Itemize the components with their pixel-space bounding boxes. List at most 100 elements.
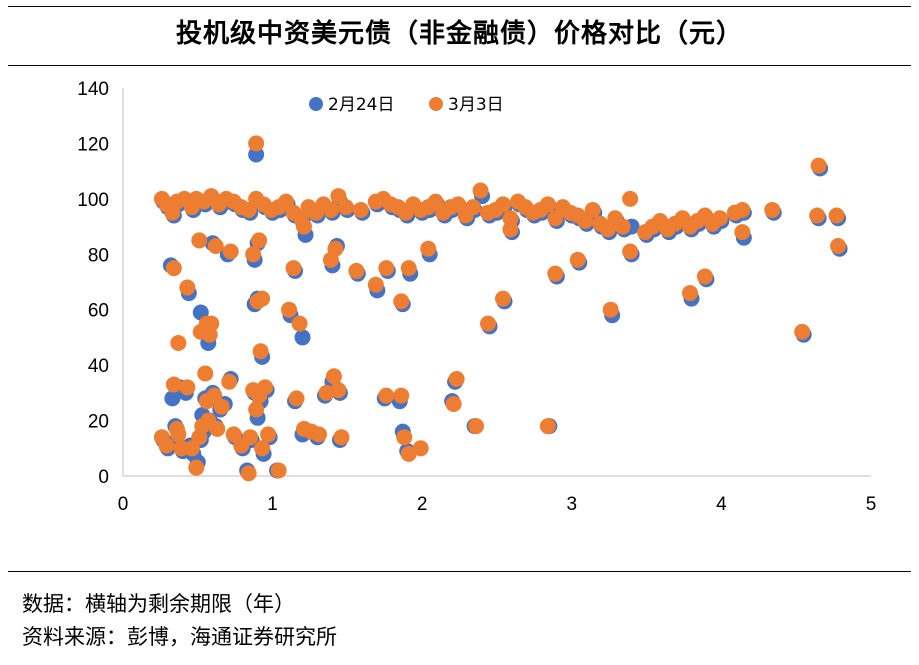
scatter-chart: 0 20 40 60 80 100 120 140 0 1 2 3 4 5 2月24日 3月3日 [77,79,876,515]
data-point [352,201,369,218]
data-point [213,398,230,415]
data-point [165,376,182,393]
data-point [240,465,257,482]
x-tick-label: 2 [417,494,428,515]
title-rule [8,65,911,66]
x-tick-label: 4 [716,494,727,515]
data-point [318,384,335,401]
data-point [393,387,410,404]
y-tick-label: 0 [98,467,109,488]
y-tick-label: 100 [77,190,109,211]
data-point [322,201,339,218]
data-point [188,459,205,476]
x-tick-label: 0 [118,494,129,515]
data-point [378,387,395,404]
data-point [325,368,342,385]
data-point [794,323,811,340]
data-point [480,315,497,332]
data-point [809,207,826,224]
data-point [254,290,271,307]
data-point [203,315,220,332]
chart-marks [153,135,848,482]
data-point [828,207,845,224]
y-tick-label: 140 [77,79,109,100]
data-point [245,246,262,263]
data-point [254,440,271,457]
data-point [614,218,631,235]
x-tick-label: 1 [267,494,278,515]
data-point [294,329,311,346]
y-tick-label: 80 [88,245,109,266]
data-point [502,221,519,238]
data-point [400,445,417,462]
data-point [602,301,619,318]
bottom-rule [8,571,911,572]
legend-label: 3月3日 [448,95,504,115]
data-point [179,379,196,396]
chart-title: 投机级中资美元债（非金融债）价格对比（元） [175,19,743,49]
data-point [191,232,208,249]
source-note: 资料来源：彭博，海通证券研究所 [22,625,337,649]
data-point [393,293,410,310]
data-point [465,199,482,216]
data-point [830,237,847,254]
data-point [333,429,350,446]
data-point [696,268,713,285]
data-point [296,218,313,235]
data-point [367,276,384,293]
data-point [251,232,268,249]
data-point [448,371,465,387]
data-point [170,334,187,351]
series-2 [153,135,847,482]
y-tick-label: 40 [88,356,109,377]
data-point [539,196,556,213]
x-tick-label: 5 [866,494,877,515]
data-point [622,190,639,207]
chart-axes: 0 20 40 60 80 100 120 140 0 1 2 3 4 5 [77,79,876,515]
data-point [221,373,238,390]
data-point [222,243,239,260]
data-point [622,243,639,260]
data-point [257,379,274,396]
data-point [260,426,277,443]
data-point [252,343,269,360]
data-point [445,395,462,412]
top-rule [8,6,911,7]
chart-legend: 2月24日 3月3日 [309,95,504,115]
data-point [547,265,564,282]
y-tick-label: 120 [77,134,109,155]
data-point [165,260,182,277]
data-point [400,260,417,277]
data-point [734,224,751,241]
legend-marker [309,97,323,111]
data-point [569,251,586,268]
y-tick-label: 20 [88,412,109,433]
data-point [158,437,175,454]
data-point [170,426,187,443]
data-point [248,146,265,163]
data-point [539,418,556,435]
data-point [734,201,751,218]
data-point [378,260,395,277]
x-tick-label: 3 [567,494,578,515]
legend-label: 2月24日 [328,95,394,115]
data-point [348,262,365,279]
data-point [285,260,302,277]
y-tick-label: 60 [88,301,109,322]
data-point [502,210,519,227]
data-point [327,240,344,257]
data-point [207,237,224,254]
data-point [330,382,347,399]
data-point [810,157,827,174]
data-point [291,315,308,332]
data-point [412,440,429,457]
data-point [420,240,437,257]
data-point [494,290,511,307]
data-point [468,418,485,435]
data-point [288,390,305,407]
data-point [248,135,265,152]
data-point [209,420,226,437]
data-point [764,201,781,218]
data-point [179,279,196,296]
data-point [281,301,298,318]
